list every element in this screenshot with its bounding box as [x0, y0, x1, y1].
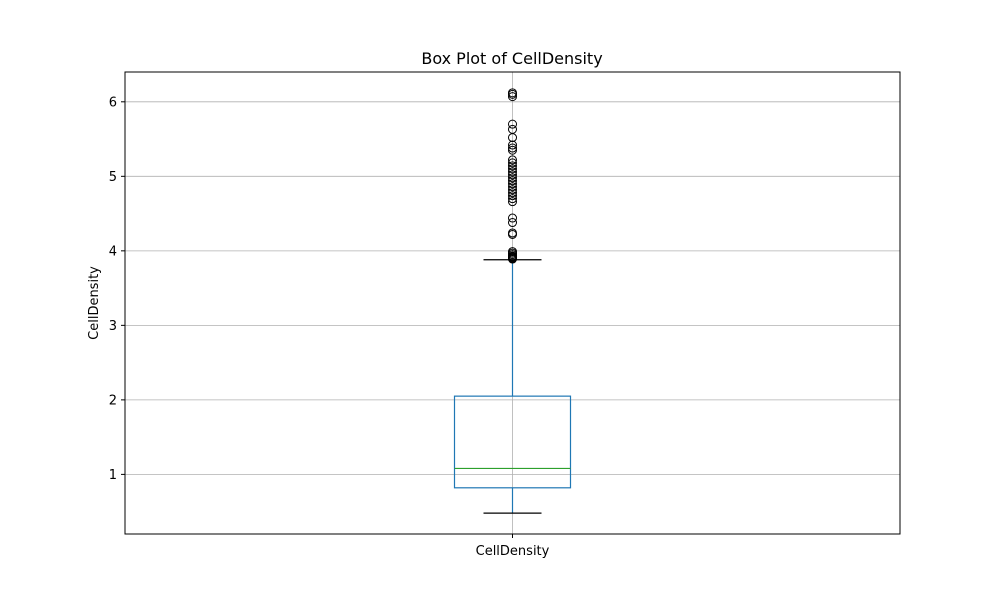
outlier-point — [508, 197, 517, 207]
outlier-point — [508, 124, 517, 134]
x-tick-label: CellDensity — [476, 544, 550, 559]
outlier-point — [508, 88, 517, 98]
plot-area — [453, 88, 572, 514]
outlier-point — [508, 119, 517, 129]
y-tick-label: 3 — [109, 319, 117, 334]
x-axis: CellDensity — [476, 534, 550, 559]
outlier-point — [508, 218, 517, 228]
outlier-point — [508, 161, 517, 171]
outlier-point — [508, 194, 517, 204]
y-axis-label: CellDensity — [87, 266, 102, 340]
outlier-point — [508, 179, 517, 189]
outlier-point — [508, 247, 517, 257]
outlier-point — [508, 228, 517, 238]
y-tick-label: 4 — [109, 244, 117, 259]
outlier-point — [508, 155, 517, 165]
outlier-point — [508, 188, 517, 198]
y-tick-label: 1 — [109, 468, 117, 483]
y-tick-label: 6 — [109, 95, 117, 110]
outlier-point — [508, 182, 517, 192]
outlier-point — [508, 191, 517, 201]
y-tick-label: 5 — [109, 170, 117, 185]
outlier-point — [508, 158, 517, 168]
outlier-point — [508, 185, 517, 195]
y-tick-label: 2 — [109, 393, 117, 408]
outlier-point — [508, 164, 517, 174]
y-axis: 1 2 3 4 5 6 — [109, 95, 125, 483]
chart-title: Box Plot of CellDensity — [421, 49, 602, 68]
outlier-point — [508, 145, 517, 155]
outlier-point — [508, 170, 517, 180]
outlier-point — [508, 176, 517, 186]
iqr-box — [453, 395, 572, 489]
outlier-point — [508, 173, 517, 183]
outlier-point — [508, 92, 517, 102]
outlier-point — [508, 213, 517, 223]
outlier-point — [508, 167, 517, 177]
outlier-point — [508, 143, 517, 153]
outlier-point — [508, 140, 517, 150]
